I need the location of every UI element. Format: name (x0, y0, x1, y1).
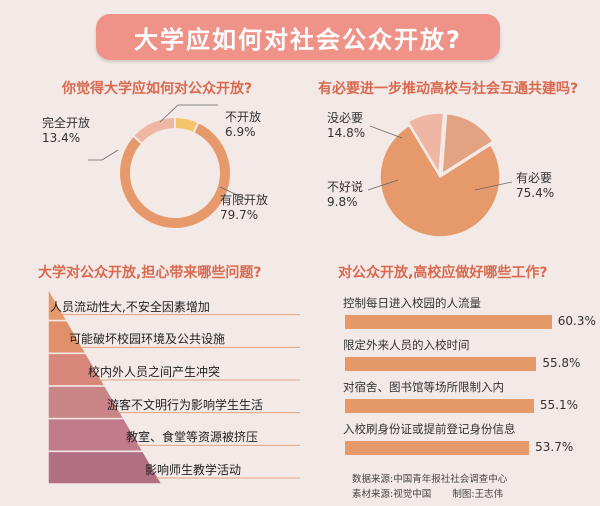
pie1-leader-0 (159, 104, 218, 123)
bar-title: 对公众开放,高校应做好哪些工作? (338, 265, 548, 281)
pie2-label-0: 有必要 75.4% (516, 171, 555, 200)
pie1-slice-1 (118, 120, 232, 230)
bar-2 (345, 399, 534, 413)
data-source: 数据来源:中国青年报社社会调查中心 (352, 474, 508, 485)
pie2-leader-0 (474, 181, 513, 191)
pie2-label-2: 没必要 14.8% (327, 111, 366, 140)
pie2-title: 有必要进一步推动高校与社会互通共建吗? (318, 81, 579, 97)
material-source: 素材来源:视觉中国 制图:王志伟 (352, 489, 504, 500)
bar-3 (345, 441, 530, 455)
pie2-leader-1 (367, 179, 399, 191)
pie2-label-1: 不好说 9.8% (327, 180, 364, 209)
bar-label: 入校刷身份证或提前登记身份信息 (343, 422, 516, 436)
page-title: 大学应如何对社会公众开放? (134, 25, 462, 54)
bar-1 (345, 357, 537, 371)
pie1-leader-2 (88, 149, 119, 161)
concern-item: 可能破坏校园环境及公共设施 (69, 332, 226, 347)
concern-item: 游客不文明行为影响学生生活 (107, 397, 264, 412)
bar-0 (345, 315, 552, 329)
concern-item: 教室、食堂等资源被挤压 (126, 430, 259, 445)
concern-band-5 (47, 450, 164, 485)
concern-item: 影响师生教学活动 (145, 463, 242, 477)
bar-value: 53.7% (535, 440, 574, 454)
bar-value: 55.8% (542, 356, 581, 370)
pie1-label-0: 不开放 6.9% (225, 110, 262, 139)
bar-value: 55.1% (539, 398, 579, 412)
pie2-slice-1 (407, 112, 445, 176)
bar-label: 控制每日进入校园的人流量 (343, 296, 481, 310)
concerns-title: 大学对公众开放,担心带来哪些问题? (38, 265, 262, 281)
title-banner: 大学应如何对社会公众开放? (96, 14, 500, 60)
pie1-label-1: 有限开放 79.7% (220, 193, 269, 222)
pie1-leader-1 (219, 186, 249, 201)
bar-label: 限定外来人员的入校时间 (343, 338, 470, 352)
pie1-title: 你觉得大学应如何对公众开放? (62, 81, 253, 97)
pie2-slice-2 (441, 112, 494, 176)
pie2-slice-0 (379, 124, 501, 238)
pie1-label-2: 完全开放 13.4% (42, 116, 91, 145)
concern-item: 校内外人员之间产生冲突 (88, 365, 221, 379)
pie1-slice-2 (131, 115, 176, 146)
concern-item: 人员流动性大,不安全因素增加 (50, 299, 210, 314)
bar-label: 对宿舍、图书馆等场所限制入内 (343, 380, 504, 394)
bar-value: 60.3% (557, 314, 596, 328)
pie2-leader-2 (369, 125, 403, 139)
